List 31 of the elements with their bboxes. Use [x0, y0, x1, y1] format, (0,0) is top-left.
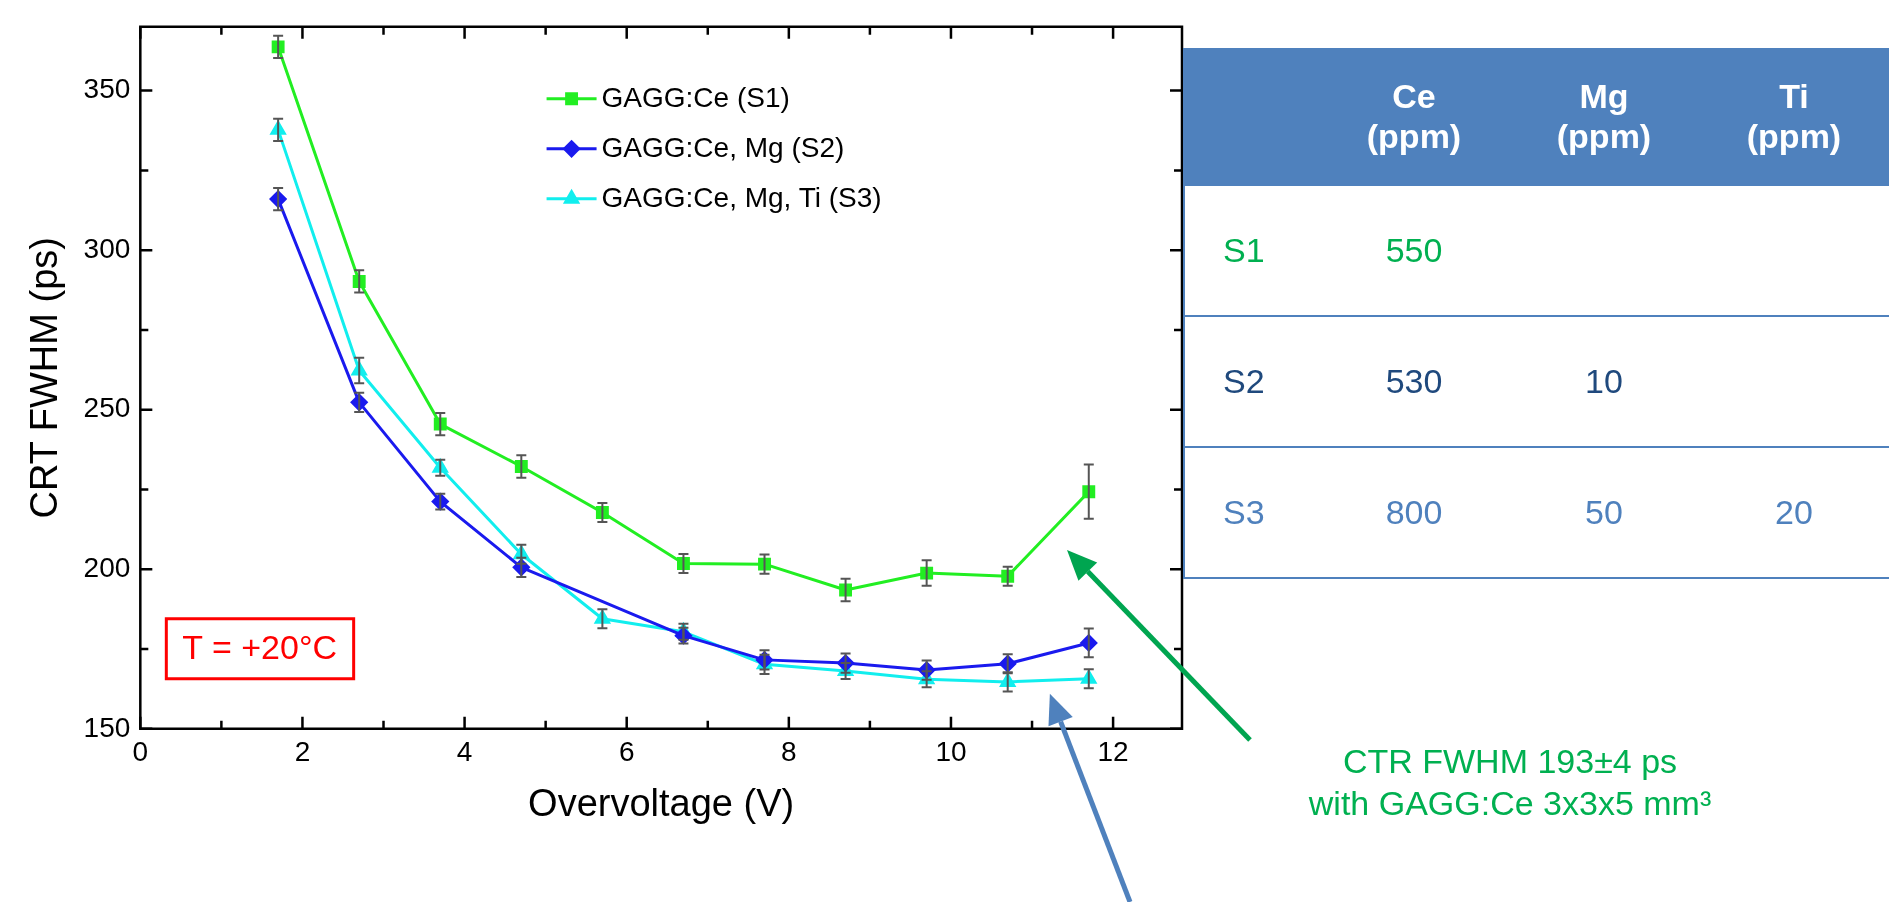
legend-label: GAGG:Ce, Mg, Ti (S3): [601, 181, 882, 213]
text: 20: [1775, 493, 1813, 531]
category-label: Ce (ppm): [1365, 76, 1463, 157]
y-tick-label: 200: [83, 551, 131, 583]
x-tick-label: 2: [294, 736, 311, 768]
y-axis-title: CRT FWHM (ps): [23, 237, 66, 519]
legend-label: GAGG:Ce, Mg (S2): [601, 131, 845, 163]
x-axis-title: Overvoltage (V): [528, 781, 795, 824]
annotation: T = +20°C: [182, 628, 338, 667]
text: 550: [1385, 231, 1443, 269]
text: 800: [1385, 493, 1443, 531]
text: 10: [1585, 362, 1623, 400]
legend-label: GAGG:Ce (S1): [601, 81, 790, 113]
category-label: S2: [1223, 362, 1265, 400]
text: 530: [1385, 362, 1443, 400]
category-label: Mg (ppm): [1555, 76, 1653, 157]
text: 50: [1585, 493, 1623, 531]
text: CTR FWHM 193±4 ps with GAGG:Ce 3x3x5 mm³: [1307, 741, 1713, 824]
x-tick-label: 8: [781, 736, 797, 768]
x-tick-label: 6: [618, 736, 635, 768]
category-label: S3: [1223, 493, 1265, 531]
y-tick-label: 150: [83, 711, 131, 743]
x-tick-label: 12: [1097, 736, 1129, 768]
x-tick-label: 10: [935, 736, 967, 768]
x-tick-label: 4: [456, 736, 473, 768]
x-tick-label: 0: [132, 736, 149, 768]
y-tick-label: 350: [83, 73, 131, 105]
y-tick-label: 300: [83, 232, 131, 264]
category-label: S1: [1223, 231, 1265, 269]
category-label: Ti (ppm): [1745, 76, 1843, 157]
y-tick-label: 250: [83, 392, 131, 424]
